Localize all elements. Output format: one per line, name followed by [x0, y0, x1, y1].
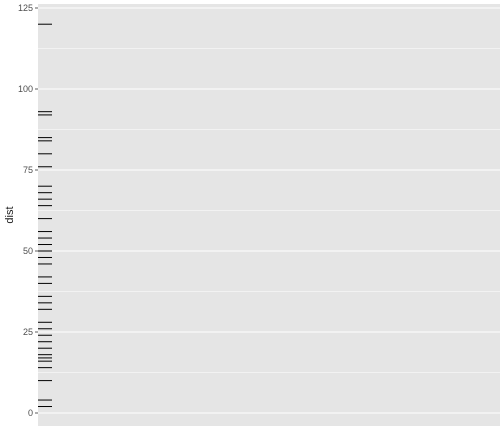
- y-axis-ticks: [35, 7, 38, 414]
- y-tick-label: 0: [28, 408, 33, 418]
- y-tick-label: 25: [23, 327, 33, 337]
- y-axis-title: dist: [4, 206, 16, 223]
- y-tick-label: 100: [18, 84, 33, 94]
- rug-marks: [38, 23, 52, 408]
- y-tick-label: 50: [23, 246, 33, 256]
- plot-background: [38, 4, 500, 426]
- y-axis-tick-labels: 0 25 50 75 100 125: [18, 3, 33, 418]
- y-tick-label: 75: [23, 165, 33, 175]
- y-tick-label: 125: [18, 3, 33, 13]
- major-gridlines: [38, 7, 500, 414]
- minor-gridlines: [38, 48, 500, 373]
